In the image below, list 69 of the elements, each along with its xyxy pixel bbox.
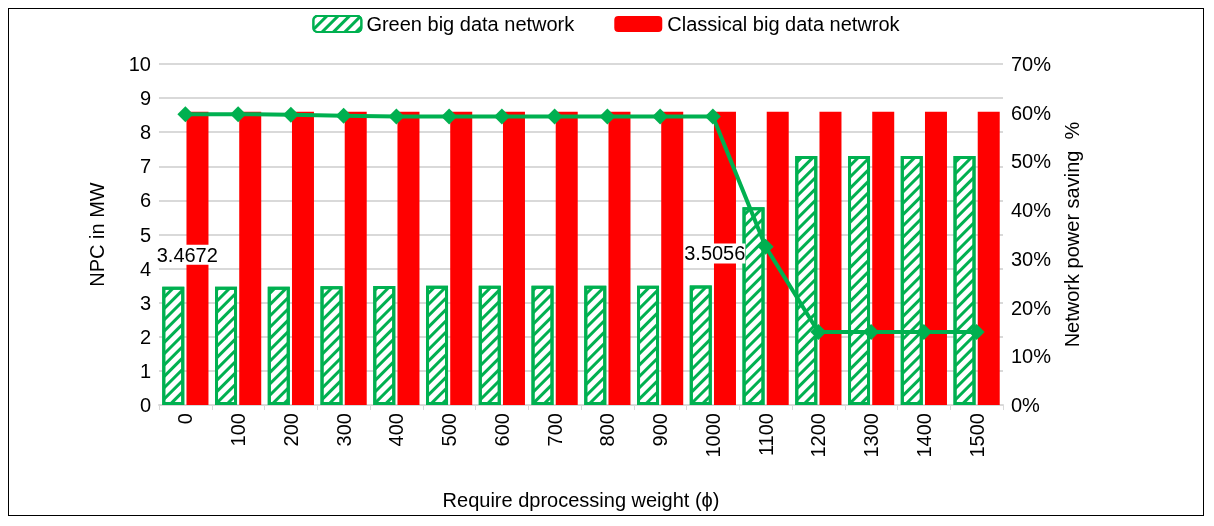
y2-tick-label: 30% [1011, 247, 1052, 270]
bar [450, 111, 473, 405]
point [282, 106, 299, 123]
legend-label: Green big data network [366, 13, 576, 35]
point [230, 106, 247, 123]
point [441, 108, 458, 125]
point [810, 323, 827, 340]
x-tick-label: 600 [490, 413, 513, 447]
x-tick-label: 1400 [912, 413, 935, 458]
y2-tick-label: 10% [1011, 345, 1052, 368]
x-tick-label: 500 [438, 413, 461, 447]
y-tick-label: 2 [139, 325, 151, 348]
bar [766, 111, 789, 405]
y-tick-label: 5 [139, 223, 151, 246]
bar [555, 111, 578, 405]
x-tick-label: 400 [385, 413, 408, 447]
x-axis-title: Require dprocessing weight (ϕ) [442, 489, 720, 511]
bar [344, 111, 367, 405]
data-label: 3.4672 [156, 243, 218, 266]
bar [872, 111, 895, 405]
y-tick-label: 3 [139, 291, 151, 314]
point [652, 108, 669, 125]
x-tick-label: 900 [649, 413, 672, 447]
point [546, 108, 563, 125]
bar [608, 111, 631, 405]
y-tick-label: 1 [139, 359, 151, 382]
y2-tick-label: 70% [1011, 53, 1052, 75]
point [335, 107, 352, 124]
y-tick-label: 9 [139, 87, 151, 110]
x-tick-label: 1500 [965, 413, 988, 458]
y-tick-label: 0 [139, 394, 151, 416]
x-tick-label: 1200 [807, 413, 830, 458]
point [757, 238, 774, 255]
y-tick-label: 10 [128, 53, 151, 75]
bar [291, 111, 314, 405]
y-tick-label: 6 [139, 189, 151, 212]
y-tick-label: 8 [139, 121, 151, 144]
point [968, 323, 985, 340]
bar [397, 111, 420, 405]
y2-tick-label: 40% [1011, 199, 1052, 222]
x-tick-label: 1300 [860, 413, 883, 458]
bar [661, 111, 684, 405]
point [388, 108, 405, 125]
bar [924, 111, 947, 405]
y-tick-label: 4 [139, 257, 151, 280]
x-tick-label: 800 [596, 413, 619, 447]
x-tick-label: 200 [279, 413, 302, 447]
y2-axis-title: Network power saving % [1060, 121, 1083, 348]
y2-tick-label: 0% [1011, 394, 1041, 416]
data-label: 3.5056 [684, 242, 746, 265]
bar [977, 111, 1000, 405]
point [599, 108, 616, 125]
y-axis-title: NPC in MW [86, 182, 108, 287]
x-tick-label: 300 [332, 413, 355, 447]
point [493, 108, 510, 125]
y2-tick-label: 20% [1011, 296, 1052, 319]
x-tick-label: 1000 [701, 413, 724, 458]
y-tick-label: 7 [139, 155, 151, 178]
point [704, 108, 721, 125]
bar [819, 111, 842, 405]
point [177, 106, 194, 123]
y2-tick-label: 60% [1011, 101, 1052, 124]
y2-tick-label: 50% [1011, 150, 1052, 173]
x-tick-label: 700 [543, 413, 566, 447]
x-tick-label: 100 [227, 413, 250, 447]
x-tick-label: 1100 [754, 413, 777, 457]
bar [502, 111, 525, 405]
legend-label: Classical big data netwrok [667, 13, 901, 35]
x-tick-label: 0 [174, 413, 197, 425]
